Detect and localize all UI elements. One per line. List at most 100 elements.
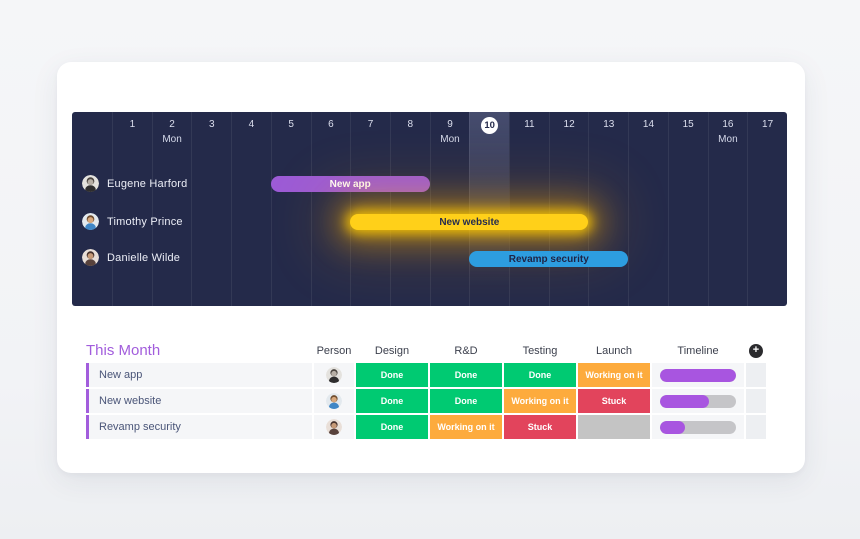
gantt-day-column-3: 3 xyxy=(191,112,231,306)
avatar-table-0 xyxy=(326,367,342,383)
column-header-r&d: R&D xyxy=(454,345,478,357)
avatar-gantt-0 xyxy=(82,175,99,192)
task-name-cell[interactable]: New website xyxy=(86,389,312,413)
table-row: Revamp security Done Working on it Stuck xyxy=(86,415,776,439)
gantt-day-column-16: 16 Mon xyxy=(707,112,748,306)
day-number: 7 xyxy=(367,119,374,130)
spacer-cell xyxy=(746,363,766,387)
table-header-row: This Month Person Design R&D Testing Launch T… xyxy=(86,342,776,360)
person-name: Eugene Harford xyxy=(107,177,188,190)
table-row: New website Done Done Working on it Stuck xyxy=(86,389,776,413)
avatar-gantt-1 xyxy=(82,213,99,230)
gantt-day-column-11: 11 xyxy=(509,112,549,306)
column-header-person: Person xyxy=(316,345,352,357)
status-cell[interactable]: Working on it xyxy=(430,415,502,439)
gantt-grid: 1 2 Mon 3 4 5 6 7 8 9 Mon 10 11 12 13 14 15 16 Mon 17 xyxy=(112,112,787,306)
timeline-track xyxy=(660,420,736,434)
gantt-chart: 1 2 Mon 3 4 5 6 7 8 9 Mon 10 11 12 13 14 15 16 Mon 17 Eugen… xyxy=(72,112,787,306)
timeline-cell[interactable] xyxy=(652,415,744,439)
column-header-timeline: Timeline xyxy=(677,345,719,357)
avatar-table-2 xyxy=(326,419,342,435)
status-cell[interactable]: Done xyxy=(356,415,428,439)
day-number: 11 xyxy=(524,119,535,130)
timeline-track xyxy=(660,394,736,408)
day-number: 6 xyxy=(328,119,334,130)
column-header-testing: Testing xyxy=(522,345,558,357)
gantt-row-label: Eugene Harford xyxy=(82,175,187,192)
timeline-cell[interactable] xyxy=(652,389,744,413)
day-number: 9 xyxy=(447,119,453,130)
timeline-cell[interactable] xyxy=(652,363,744,387)
day-number: 2 xyxy=(169,119,175,130)
day-weekday-label: Mon xyxy=(718,134,738,145)
person-name: Timothy Prince xyxy=(107,215,183,228)
gantt-day-column-15: 15 xyxy=(667,112,708,306)
gantt-bar[interactable]: New website xyxy=(350,214,589,230)
timeline-fill xyxy=(660,394,710,408)
spacer-cell xyxy=(746,389,766,413)
gantt-day-column-2: 2 Mon xyxy=(151,112,192,306)
add-column-button[interactable]: + xyxy=(749,344,763,358)
task-name-cell[interactable]: Revamp security xyxy=(86,415,312,439)
gantt-day-column-13: 13 xyxy=(588,112,628,306)
gantt-row-label: Danielle Wilde xyxy=(82,249,180,266)
status-cell[interactable]: Done xyxy=(356,363,428,387)
gantt-bar[interactable]: New app xyxy=(270,176,430,192)
status-cell[interactable]: Done xyxy=(504,363,576,387)
gantt-day-column-12: 12 xyxy=(548,112,589,306)
day-weekday-label: Mon xyxy=(162,134,182,145)
timeline-fill xyxy=(660,368,736,382)
gantt-bar[interactable]: Revamp security xyxy=(469,251,629,267)
status-cell[interactable]: Stuck xyxy=(578,389,650,413)
day-number: 1 xyxy=(129,119,136,130)
person-name: Danielle Wilde xyxy=(107,251,181,264)
avatar-gantt-2 xyxy=(82,249,99,266)
add-column-cell: + xyxy=(746,344,766,360)
day-number: 14 xyxy=(642,119,655,130)
day-number: 13 xyxy=(603,119,615,130)
column-header-design: Design xyxy=(374,345,410,357)
table-row: New app Done Done Done Working on it xyxy=(86,363,776,387)
day-number: 12 xyxy=(563,119,575,130)
gantt-day-column-14: 14 xyxy=(628,112,668,306)
gantt-day-column-17: 17 xyxy=(747,112,787,306)
board-card: 1 2 Mon 3 4 5 6 7 8 9 Mon 10 11 12 13 14 15 16 Mon 17 Eugen… xyxy=(57,62,805,473)
today-indicator: 10 xyxy=(481,117,499,134)
table-title: This Month xyxy=(86,342,161,359)
day-number: 4 xyxy=(248,119,255,130)
day-weekday-label: Mon xyxy=(440,134,460,145)
day-number: 8 xyxy=(407,119,414,130)
status-cell[interactable]: Stuck xyxy=(504,415,576,439)
column-header-launch: Launch xyxy=(595,345,633,357)
day-number: 17 xyxy=(762,119,774,130)
gantt-day-column-6: 6 xyxy=(310,112,351,306)
gantt-day-column-7: 7 xyxy=(350,112,390,306)
status-cell[interactable]: Working on it xyxy=(504,389,576,413)
gantt-day-column-5: 5 xyxy=(270,112,311,306)
day-number: 15 xyxy=(682,119,694,130)
day-number: 16 xyxy=(722,119,734,130)
status-cell[interactable]: Working on it xyxy=(578,363,650,387)
table-body: New app Done Done Done Working on it New webs… xyxy=(86,363,776,439)
day-number: 3 xyxy=(208,119,215,130)
day-number: 5 xyxy=(288,119,294,130)
timeline-fill xyxy=(660,420,686,434)
status-cell[interactable]: Done xyxy=(356,389,428,413)
gantt-day-column-8: 8 xyxy=(389,112,430,306)
gantt-row-label: Timothy Prince xyxy=(82,213,183,230)
gantt-day-column-4: 4 xyxy=(231,112,271,306)
person-cell[interactable] xyxy=(314,363,354,387)
gantt-day-column-1: 1 xyxy=(112,112,152,306)
timeline-track xyxy=(660,368,736,382)
status-cell[interactable]: Done xyxy=(430,389,502,413)
gantt-day-column-9: 9 Mon xyxy=(429,112,470,306)
person-cell[interactable] xyxy=(314,389,354,413)
person-cell[interactable] xyxy=(314,415,354,439)
task-name-cell[interactable]: New app xyxy=(86,363,312,387)
status-cell[interactable] xyxy=(578,415,650,439)
avatar-table-1 xyxy=(326,393,342,409)
gantt-day-column-10: 10 xyxy=(469,112,510,306)
spacer-cell xyxy=(746,415,766,439)
summary-table: This Month Person Design R&D Testing Launch T… xyxy=(86,342,776,441)
status-cell[interactable]: Done xyxy=(430,363,502,387)
